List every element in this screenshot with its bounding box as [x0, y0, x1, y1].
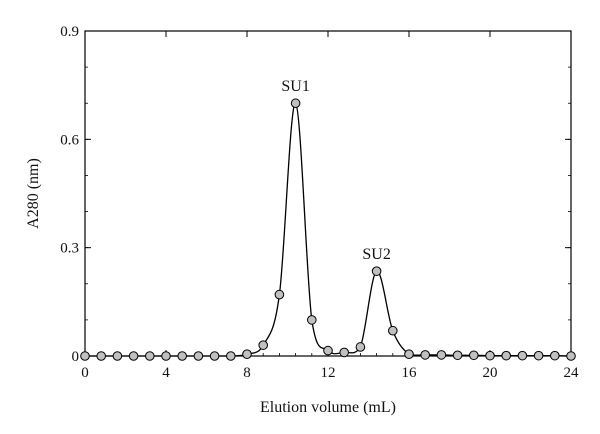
data-point [290, 98, 301, 109]
data-point [177, 351, 187, 361]
data-point [388, 325, 398, 336]
x-tick-label: 4 [162, 365, 170, 381]
annotations: SU1 SU2 [281, 78, 390, 263]
y-tick-label: 0.3 [60, 241, 79, 257]
x-axis-label: Elution volume (mL) [260, 399, 396, 416]
x-tick-label: 20 [483, 365, 498, 381]
data-point [404, 349, 414, 359]
x-tick-label: 24 [564, 365, 580, 381]
y-tick-label: 0.9 [60, 24, 79, 40]
series-markers [80, 98, 576, 361]
data-point [533, 350, 544, 361]
data-point [80, 351, 90, 361]
data-point [469, 350, 479, 361]
x-tick-label: 0 [81, 365, 89, 381]
data-point [355, 342, 366, 352]
data-point [242, 349, 252, 359]
data-point [371, 266, 382, 276]
data-point [128, 351, 139, 361]
data-point [193, 351, 204, 361]
x-tick-label: 12 [321, 365, 336, 381]
y-tick-label: 0 [72, 349, 80, 365]
data-point [274, 289, 285, 300]
data-point [161, 351, 171, 361]
peak-annotation: SU1 [281, 78, 309, 95]
data-point [226, 351, 236, 361]
data-point [112, 351, 123, 361]
plot-border [84, 30, 572, 357]
data-point [501, 350, 512, 361]
series-line [85, 102, 572, 357]
data-point [517, 350, 528, 361]
y-axis-label: A280 (nm) [25, 158, 42, 229]
data-point [436, 350, 447, 360]
data-point [145, 351, 155, 361]
y-tick-label: 0.6 [60, 132, 79, 148]
data-point [566, 351, 576, 361]
data-point [209, 351, 220, 361]
data-point [420, 350, 431, 360]
data-point [323, 345, 333, 356]
x-tick-label: 16 [402, 365, 418, 381]
data-point [307, 315, 317, 325]
peak-annotation: SU2 [362, 246, 390, 263]
data-point [339, 347, 350, 358]
data-point [485, 350, 495, 361]
data-point [96, 351, 106, 361]
data-point [258, 340, 269, 350]
data-point [550, 350, 560, 361]
series-curve [85, 102, 572, 357]
data-point [452, 350, 463, 361]
x-tick-label: 8 [243, 365, 251, 381]
plot-frame [84, 30, 572, 357]
axis-ticks: 0 4 8 12 16 20 24 0 0.3 0.6 0.9 [60, 24, 579, 381]
